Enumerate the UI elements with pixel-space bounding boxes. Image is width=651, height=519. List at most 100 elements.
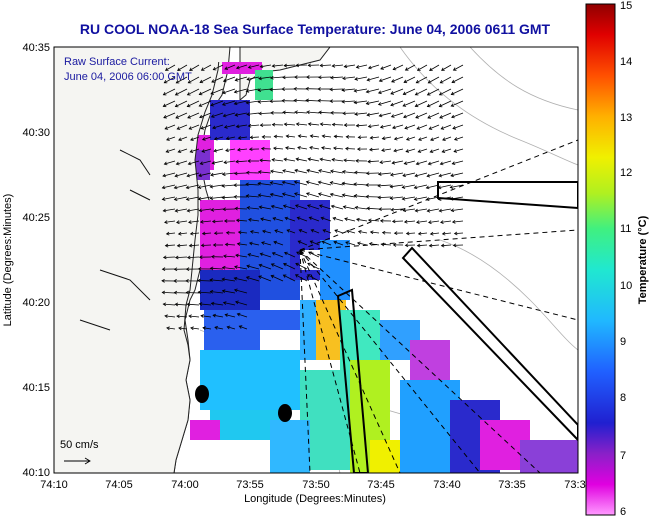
current-vector-head — [355, 65, 360, 69]
colorbar-tick-label: 9 — [620, 336, 626, 348]
current-vector — [403, 208, 416, 211]
current-vector-head — [175, 80, 180, 84]
current-vector-head — [440, 220, 444, 224]
current-vector — [379, 112, 392, 117]
x-tick-label: 73:50 — [302, 479, 330, 491]
current-vector-head — [186, 302, 191, 307]
current-vector — [354, 172, 368, 174]
current-vector-head — [197, 278, 201, 283]
current-vector — [188, 160, 200, 165]
current-vector-head — [369, 147, 373, 152]
current-vector-head — [188, 314, 192, 319]
current-vector-head — [260, 146, 265, 151]
current-vector-head — [330, 204, 335, 209]
current-vector-head — [283, 157, 288, 162]
current-vector-head — [189, 67, 193, 71]
current-vector-head — [293, 192, 298, 196]
current-vector-head — [306, 204, 311, 208]
current-vector — [236, 64, 248, 69]
current-vector — [246, 195, 260, 198]
current-vector — [451, 112, 464, 118]
current-vector — [271, 275, 284, 282]
current-vector-head — [235, 124, 240, 129]
current-vector — [238, 231, 248, 234]
current-vector-head — [285, 134, 290, 139]
current-vector-head — [353, 88, 358, 93]
current-vector — [330, 170, 344, 174]
current-vector — [284, 64, 296, 67]
current-vector-head — [175, 115, 180, 119]
current-vector — [428, 220, 440, 223]
current-vector-head — [345, 134, 350, 139]
current-vector-head — [221, 277, 226, 282]
current-vector-head — [165, 231, 170, 236]
current-vector-head — [174, 208, 179, 213]
current-vector — [452, 124, 464, 129]
current-vector-head — [309, 240, 314, 244]
current-vector — [250, 136, 260, 138]
current-vector-head — [331, 122, 336, 127]
current-vector-head — [223, 125, 228, 129]
current-vector-head — [416, 220, 420, 224]
current-vector-head — [164, 67, 169, 71]
current-vector — [258, 76, 272, 80]
radar-beams — [299, 139, 578, 473]
current-vector-head — [365, 194, 369, 199]
current-vector — [283, 205, 296, 210]
y-tick-label: 40:35 — [22, 42, 50, 54]
current-vector — [246, 88, 260, 92]
current-vector — [175, 303, 188, 306]
current-vector — [417, 244, 428, 247]
current-vector-head — [214, 325, 219, 330]
current-vector — [370, 136, 380, 139]
current-vector-head — [237, 147, 241, 152]
current-vector — [223, 76, 236, 82]
annotation-line-1: Raw Surface Current: — [64, 56, 170, 68]
current-vector-head — [199, 79, 204, 84]
current-vector-head — [185, 278, 189, 283]
current-vector — [246, 112, 260, 115]
current-vector — [441, 124, 452, 130]
current-vector — [451, 88, 464, 95]
current-vector — [175, 208, 188, 212]
colorbar-tick-label: 11 — [620, 223, 631, 235]
current-vector — [332, 64, 344, 67]
current-vector — [164, 160, 176, 165]
current-vector-head — [283, 63, 288, 68]
current-vector — [307, 262, 320, 270]
station-marker-1 — [195, 385, 209, 403]
current-vector-head — [330, 75, 334, 80]
current-vector-head — [198, 173, 202, 178]
current-vector-head — [294, 168, 298, 173]
current-vector-head — [307, 122, 312, 127]
current-vector-head — [345, 146, 349, 151]
current-vector-head — [258, 111, 262, 116]
current-vector-head — [402, 208, 407, 213]
current-vector — [176, 220, 188, 223]
current-vector-head — [186, 255, 191, 260]
current-vector-head — [273, 146, 277, 151]
current-vector — [190, 148, 200, 153]
current-vector-head — [164, 126, 169, 130]
current-vector — [296, 158, 308, 162]
current-vector — [344, 64, 356, 68]
current-vector-head — [173, 279, 177, 283]
current-vector — [247, 76, 260, 80]
current-vector-head — [271, 64, 276, 68]
current-vector — [174, 196, 188, 200]
current-vector-head — [305, 98, 309, 103]
current-vector-head — [452, 243, 457, 248]
current-vector — [394, 136, 404, 140]
current-vector-head — [186, 208, 191, 213]
current-vector-head — [353, 170, 358, 175]
current-vector-head — [365, 89, 370, 94]
current-vector-head — [341, 181, 346, 186]
current-vector-head — [295, 157, 300, 162]
current-vector-head — [365, 101, 370, 106]
current-vector-head — [416, 67, 421, 71]
current-vector — [273, 241, 284, 246]
vector-scale — [64, 457, 91, 465]
current-vector-head — [392, 66, 397, 71]
current-vector-head — [295, 63, 299, 68]
current-vector-head — [329, 192, 334, 197]
